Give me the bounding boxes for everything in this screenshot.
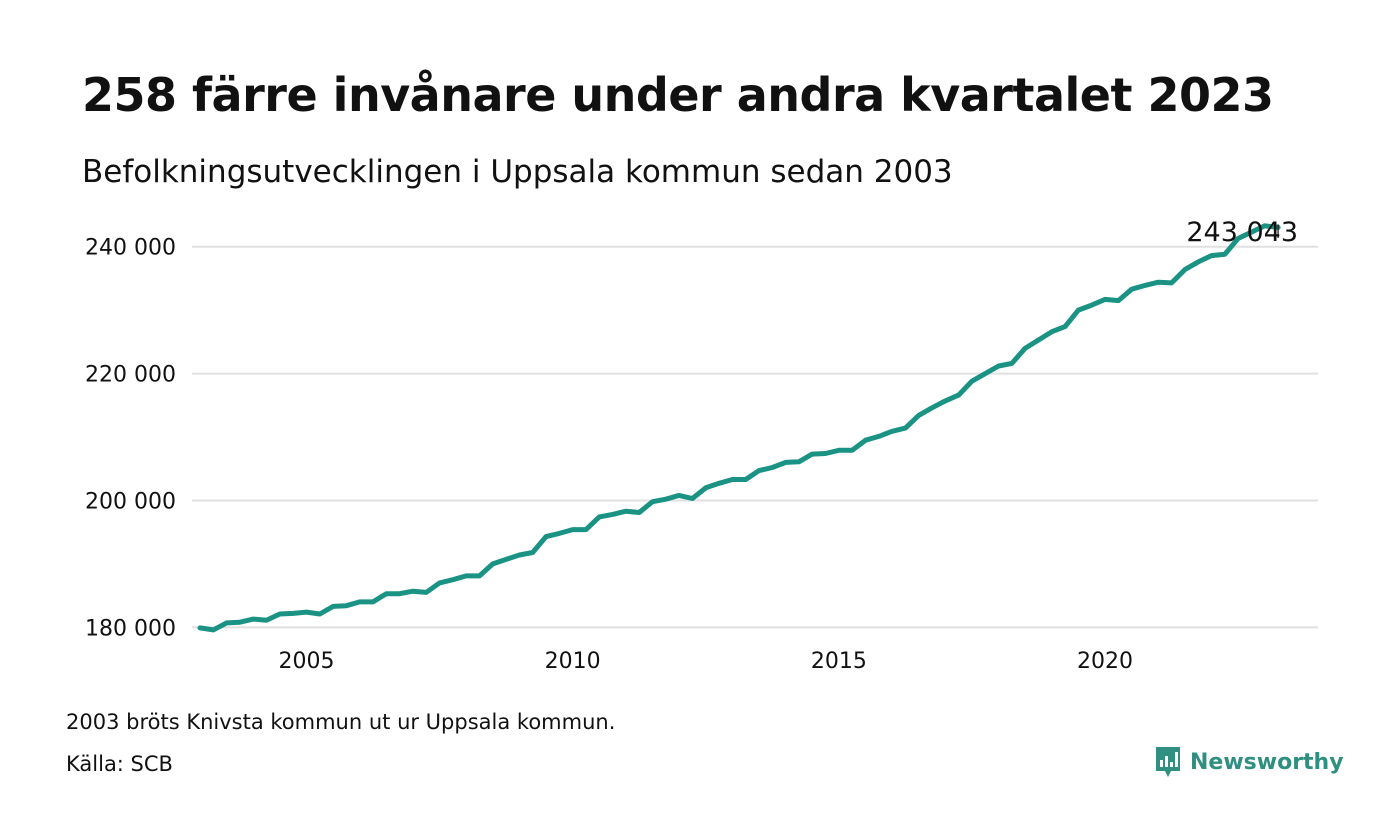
brand-logo: Newsworthy: [1154, 745, 1344, 779]
grid-lines: [192, 245, 1318, 629]
x-tick-label: 2010: [545, 649, 601, 674]
x-tick-label: 2005: [278, 649, 334, 674]
x-tick-label: 2020: [1077, 649, 1133, 674]
y-tick-label: 200 000: [85, 489, 176, 514]
y-tick-label: 180 000: [85, 616, 176, 641]
series-layer: [197, 223, 1281, 633]
source-label: Källa: SCB: [66, 752, 173, 776]
y-axis-ticks: 180 000 200 000 220 000 240 000: [85, 236, 176, 642]
population-line: [197, 223, 1281, 633]
footnote: 2003 bröts Knivsta kommun ut ur Uppsala …: [66, 710, 616, 734]
y-tick-label: 220 000: [85, 363, 176, 388]
brand-name: Newsworthy: [1190, 749, 1344, 775]
end-value-label: 243 043: [1186, 217, 1298, 248]
chart-subtitle: Befolkningsutvecklingen i Uppsala kommun…: [82, 154, 953, 190]
newsworthy-logo-icon: [1156, 747, 1180, 777]
y-tick-label: 240 000: [85, 236, 176, 261]
x-axis-ticks: 2005 2010 2015 2020: [278, 649, 1133, 674]
chart-title: 258 färre invånare under andra kvartalet…: [82, 68, 1274, 122]
x-tick-label: 2015: [811, 649, 867, 674]
